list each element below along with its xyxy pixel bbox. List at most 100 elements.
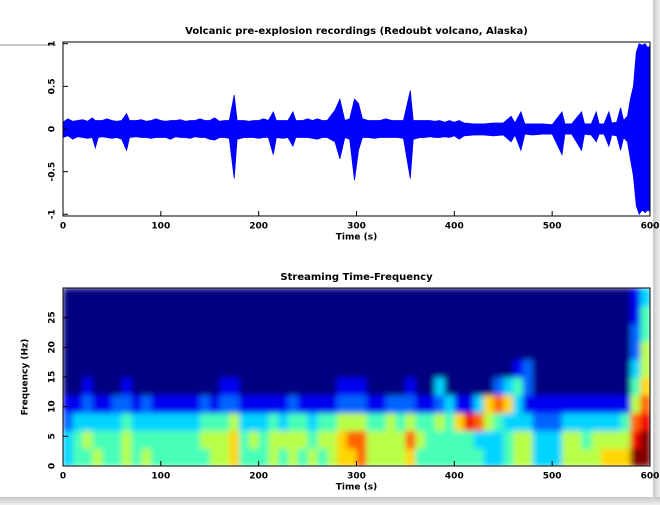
- spectrogram-cell: [454, 430, 465, 449]
- spectrogram-cell: [151, 288, 162, 307]
- spectrogram-cell: [366, 288, 377, 307]
- spectrogram-cell: [591, 448, 602, 466]
- spectrogram-cell: [366, 323, 377, 342]
- spectrogram-cell: [513, 341, 524, 360]
- spectrogram-cell: [278, 448, 289, 466]
- spectrogram-cell: [278, 412, 289, 431]
- spectrogram-cell: [327, 288, 338, 307]
- spectrogram-cell: [278, 394, 289, 414]
- spectrogram-cell: [385, 448, 397, 466]
- spectrogram-cell: [239, 448, 250, 466]
- spectrogram-cell: [239, 288, 250, 307]
- spectrogram-cell: [395, 430, 407, 449]
- spectrogram-cell: [581, 448, 592, 466]
- spectrogram-cell: [258, 448, 270, 466]
- spectrogram-cell: [620, 430, 632, 449]
- spectrogram-cell: [346, 430, 358, 449]
- spectrogram-cell: [209, 430, 221, 449]
- spectrogram-cell: [532, 341, 543, 360]
- spectrogram-cell: [591, 341, 602, 360]
- spectrogram-cell: [111, 288, 123, 307]
- spectrogram-cell: [513, 448, 524, 466]
- spectrogram-cell: [454, 448, 465, 466]
- spectrogram-cell: [307, 448, 318, 466]
- spectrogram-cell: [141, 430, 152, 449]
- spectrogram-cell: [102, 412, 113, 431]
- spectrogram-cell: [317, 341, 328, 360]
- spectrogram-cell: [72, 288, 84, 307]
- spectrogram-cell: [63, 288, 74, 307]
- spectrogram-cell: [336, 448, 348, 466]
- spectrogram-cell: [395, 305, 407, 325]
- spectrogram-cell: [209, 412, 221, 431]
- spectrogram-cell: [630, 448, 641, 466]
- y-tick-label: 15: [48, 371, 58, 384]
- spectrogram-cell: [307, 341, 318, 360]
- spectrogram-cell: [385, 359, 397, 378]
- spectrogram-cell: [180, 359, 191, 378]
- spectrogram-cell: [190, 359, 201, 378]
- spectrogram-cell: [239, 359, 250, 378]
- spectrogram-cell: [483, 430, 495, 449]
- spectrogram-cell: [346, 288, 358, 307]
- spectrogram-cell: [346, 448, 358, 466]
- spectrogram-cell: [141, 305, 152, 325]
- spectrogram-cell: [336, 412, 348, 431]
- spectrogram-cell: [209, 323, 221, 342]
- spectrogram-cell: [327, 412, 338, 431]
- spectrogram-cell: [219, 288, 230, 307]
- spectrogram-cell: [542, 394, 553, 414]
- spectrogram-cell: [444, 341, 455, 360]
- spectrogram-cell: [180, 377, 191, 396]
- spectrogram-cell: [376, 394, 387, 414]
- chart-title: Streaming Time-Frequency: [280, 272, 433, 283]
- spectrogram-cell: [620, 288, 632, 307]
- spectrogram-cell: [552, 323, 563, 342]
- spectrogram-cell: [346, 323, 358, 342]
- spectrogram-cell: [268, 377, 279, 396]
- spectrogram-cell: [395, 288, 407, 307]
- spectrogram-cell: [424, 430, 436, 449]
- spectrogram-cell: [434, 341, 446, 360]
- spectrogram-cell: [376, 323, 387, 342]
- spectrogram-cell: [503, 288, 514, 307]
- spectrogram-cell: [366, 359, 377, 378]
- spectrogram-cell: [336, 305, 348, 325]
- spectrogram-cell: [239, 412, 250, 431]
- spectrogram-cell: [131, 377, 142, 396]
- spectrogram-cell: [317, 323, 328, 342]
- spectrogram-cell: [434, 448, 446, 466]
- spectrogram-cell: [317, 359, 328, 378]
- spectrogram-cell: [288, 448, 299, 466]
- spectrogram-cell: [111, 448, 123, 466]
- spectrogram-cell: [356, 341, 367, 360]
- spectrogram-cell: [454, 305, 465, 325]
- spectrogram-cell: [542, 412, 553, 431]
- spectrogram-cell: [385, 377, 397, 396]
- spectrogram-cell: [581, 412, 592, 431]
- spectrogram-cell: [444, 359, 455, 378]
- spectrogram-cell: [102, 430, 113, 449]
- spectrogram-cell: [454, 323, 465, 342]
- spectrogram-cell: [151, 448, 162, 466]
- spectrogram-cell: [503, 412, 514, 431]
- y-tick-label: 1: [48, 41, 58, 47]
- spectrogram-cell: [111, 394, 123, 414]
- spectrogram-cell: [199, 323, 211, 342]
- spectrogram-cell: [444, 288, 455, 307]
- spectrogram-cell: [640, 359, 650, 378]
- spectrogram-cell: [483, 341, 495, 360]
- spectrogram-cell: [434, 412, 446, 431]
- spectrogram-cell: [346, 359, 358, 378]
- spectrogram-cell: [131, 394, 142, 414]
- spectrogram-cell: [63, 305, 74, 325]
- spectrogram-cell: [63, 341, 74, 360]
- spectrogram-cell: [503, 305, 514, 325]
- x-tick-label: 200: [249, 472, 268, 482]
- spectrogram-cell: [395, 394, 407, 414]
- spectrogram-cell: [376, 305, 387, 325]
- y-tick-label: 0: [48, 463, 58, 469]
- spectrogram-cell: [278, 341, 289, 360]
- spectrogram-cell: [307, 305, 318, 325]
